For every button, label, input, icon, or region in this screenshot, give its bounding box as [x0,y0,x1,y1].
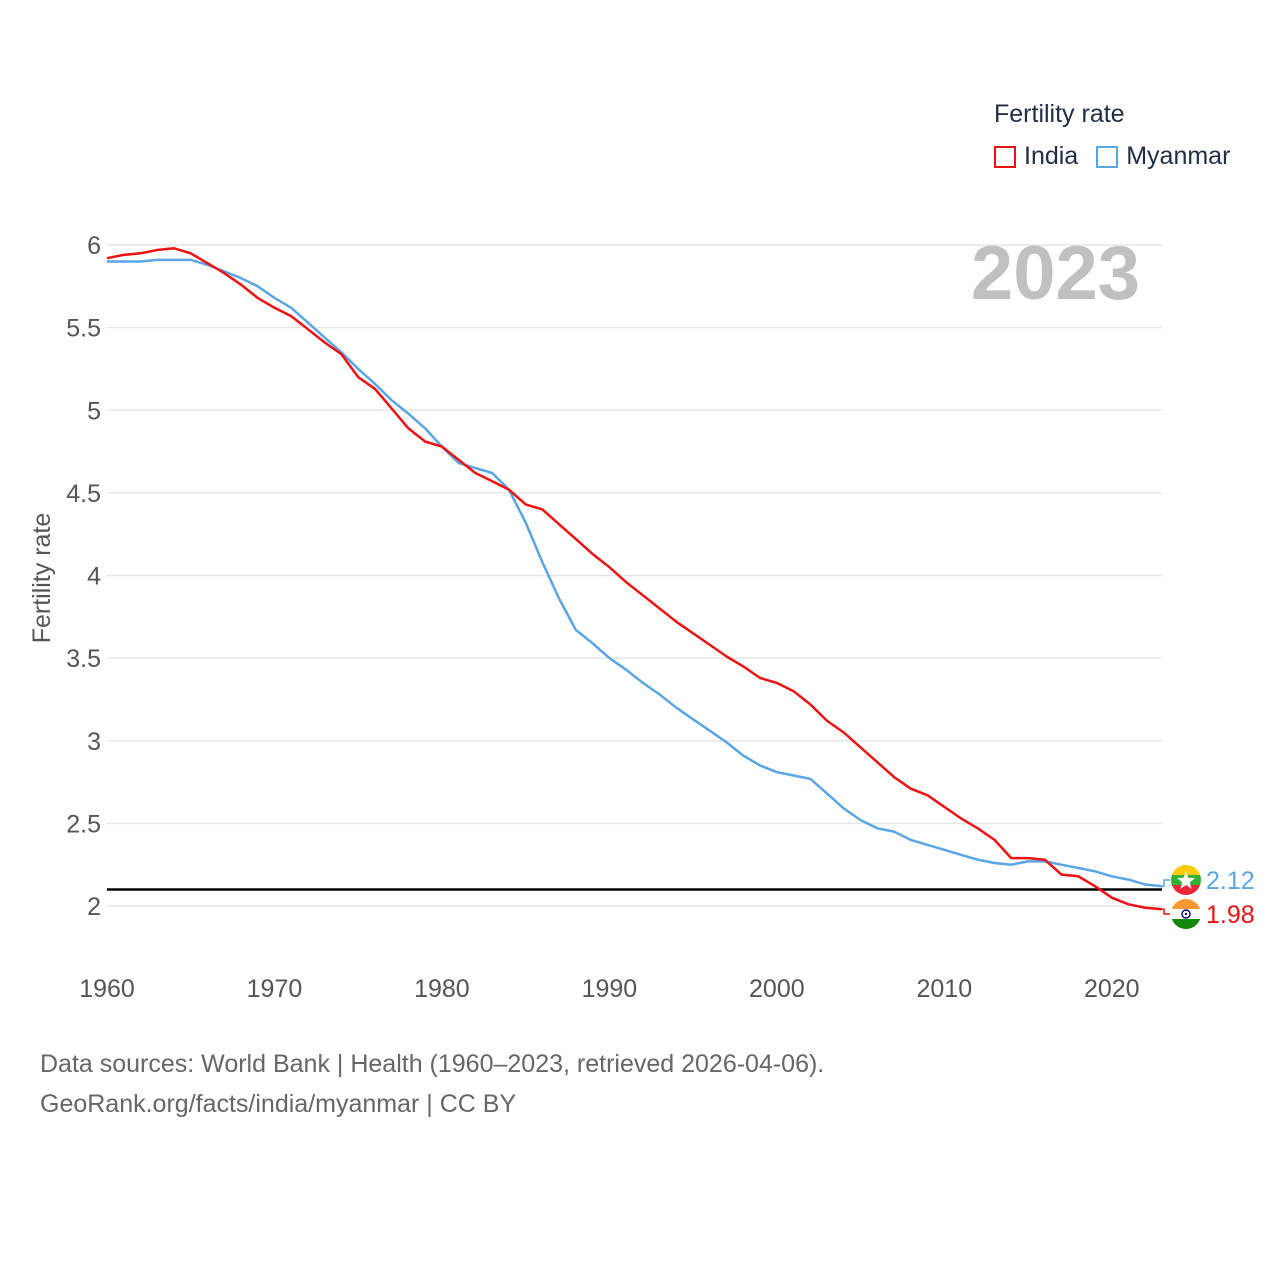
y-tick-label: 6 [87,232,101,260]
legend-label-myanmar: Myanmar [1126,142,1231,170]
y-tick-label: 3 [87,728,101,756]
source-line: Data sources: World Bank | Health (1960–… [40,1050,825,1078]
series-line-myanmar[interactable] [107,258,1163,888]
data-sources: Data sources: World Bank | Health (1960–… [40,1044,824,1124]
x-tick-label: 1960 [79,975,135,1003]
x-axis-ticks: 1960 1970 1980 1990 2000 2010 2020 [79,975,1139,1003]
end-label-myanmar: 2.12 [1206,867,1255,895]
legend-title: Fertility rate [994,100,1125,128]
end-connector-myanmar [1160,879,1170,887]
license-line[interactable]: GeoRank.org/facts/india/myanmar | CC BY [40,1090,517,1118]
x-tick-label: 2020 [1084,975,1140,1003]
x-tick-label: 2000 [749,975,805,1003]
y-tick-label: 2 [87,893,101,921]
x-tick-label: 1990 [582,975,638,1003]
legend-swatch-myanmar [1096,145,1119,168]
legend-label-india: India [1024,142,1079,170]
legend: India Myanmar [994,142,1248,171]
legend-item-india[interactable]: India [994,142,1078,171]
x-tick-label: 1980 [414,975,470,1003]
y-tick-label: 5 [87,397,101,425]
y-tick-label: 3.5 [66,645,101,673]
legend-item-myanmar[interactable]: Myanmar [1096,142,1230,171]
y-tick-label: 4 [87,563,101,591]
series-line-india[interactable] [106,247,1163,911]
y-tick-label: 5.5 [66,315,101,343]
y-axis-label: Fertility rate [28,513,56,644]
end-labels: 1.98 2.12 [1160,867,1255,929]
grid-lines [107,244,1162,907]
india-flag-icon [1171,899,1201,929]
y-tick-label: 2.5 [66,810,101,838]
x-tick-label: 1970 [247,975,303,1003]
end-connector-india [1160,908,1170,915]
x-tick-label: 2010 [916,975,972,1003]
legend-swatch-india [994,145,1016,168]
myanmar-flag-icon [1171,865,1201,895]
year-label: 2023 [971,231,1140,316]
series-lines [106,247,1163,911]
y-axis-ticks: 2 2.5 3 3.5 4 4.5 5 5.5 6 [66,232,101,921]
y-tick-label: 4.5 [66,480,101,508]
end-label-india: 1.98 [1206,901,1255,929]
